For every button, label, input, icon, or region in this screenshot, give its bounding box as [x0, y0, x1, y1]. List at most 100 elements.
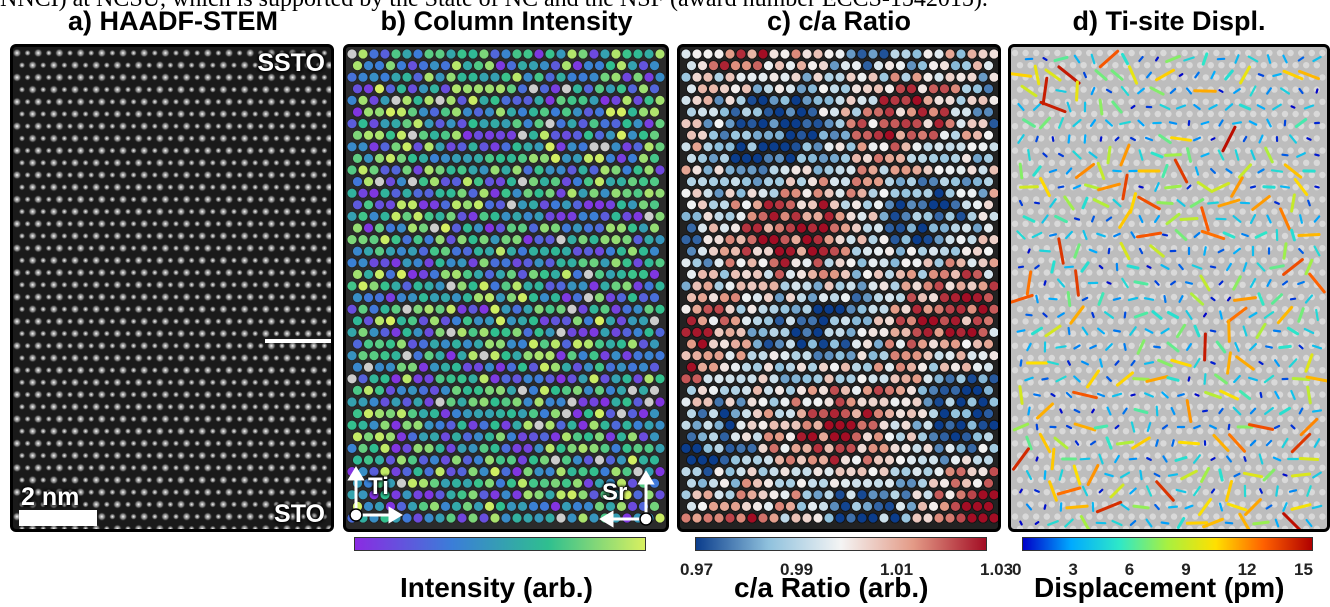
- atom-column: [118, 170, 128, 180]
- atom-column: [572, 408, 583, 420]
- displacement-vector: [1200, 467, 1210, 483]
- atom-column: [719, 500, 730, 512]
- atom-column: [950, 477, 961, 489]
- atom-column: [730, 245, 741, 257]
- atom-column: [28, 451, 38, 461]
- atom-column: [418, 60, 429, 72]
- atom-column: [484, 129, 495, 141]
- atom-column: [176, 451, 186, 461]
- atom-column: [139, 170, 149, 180]
- atom-column: [203, 512, 213, 522]
- atom-column: [385, 454, 396, 466]
- atom-column: [473, 83, 484, 95]
- atom-column: [928, 408, 939, 420]
- atom-column: [801, 234, 813, 246]
- displacement-vector: [1168, 505, 1178, 509]
- panel-b-title: b) Column Intensity: [380, 6, 633, 36]
- atom-column: [539, 361, 550, 373]
- atom-column: [489, 164, 501, 176]
- atom-column: [390, 71, 402, 83]
- atom-column: [182, 48, 192, 58]
- atom-column: [862, 176, 873, 188]
- atom-column: [801, 95, 813, 106]
- atom-column: [746, 350, 758, 362]
- atom-column: [321, 391, 328, 398]
- atom-column: [484, 268, 495, 280]
- atom-column: [33, 219, 43, 229]
- atom-column: [423, 350, 435, 362]
- atom-column: [917, 83, 928, 95]
- atom-column: [240, 231, 250, 241]
- atom-column: [412, 257, 424, 269]
- atom-column: [757, 442, 769, 454]
- atom-column: [988, 303, 998, 315]
- atom-column: [933, 512, 945, 524]
- atom-column: [977, 234, 989, 246]
- atom-column: [594, 408, 605, 420]
- atom-column: [33, 292, 43, 302]
- atom-column: [407, 292, 418, 304]
- atom-column: [686, 477, 697, 489]
- displacement-vector: [1298, 344, 1304, 350]
- atom-column: [18, 476, 26, 484]
- atom-column: [500, 95, 512, 106]
- displacement-vector: [1039, 249, 1051, 253]
- atom-column: [224, 316, 234, 326]
- displacement-vector: [1074, 269, 1080, 297]
- atom-column: [906, 315, 917, 327]
- atom-column: [54, 316, 64, 326]
- atom-column: [61, 305, 68, 313]
- atom-column: [18, 232, 26, 240]
- atom-column: [467, 280, 479, 292]
- displacement-vector: [1094, 69, 1108, 81]
- atom-column: [610, 466, 622, 478]
- atom-column: [282, 109, 292, 119]
- atom-column: [434, 71, 446, 83]
- atom-column: [167, 135, 174, 142]
- atom-column: [76, 146, 86, 156]
- atom-column: [49, 109, 59, 119]
- atom-column: [528, 60, 539, 72]
- atom-column: [109, 98, 116, 106]
- atom-column: [218, 207, 228, 217]
- atom-column: [489, 326, 501, 338]
- atom-column: [82, 379, 89, 386]
- atom-column: [779, 48, 791, 60]
- atom-column: [917, 268, 928, 280]
- atom-column: [550, 245, 561, 257]
- atom-column: [972, 106, 983, 118]
- atom-column: [109, 391, 116, 398]
- atom-column: [451, 315, 462, 327]
- atom-column: [944, 326, 956, 338]
- atom-column: [752, 431, 763, 443]
- atom-column: [379, 303, 391, 315]
- atom-column: [911, 48, 923, 60]
- atom-column: [796, 245, 807, 257]
- atom-column: [746, 234, 758, 246]
- atom-column: [45, 488, 53, 496]
- displacement-vector: [1272, 103, 1282, 111]
- displacement-vector: [1203, 246, 1207, 256]
- atom-column: [429, 454, 440, 466]
- atom-column: [528, 129, 539, 141]
- atom-column: [87, 464, 95, 472]
- atom-column: [972, 129, 983, 141]
- atom-column: [145, 501, 153, 508]
- atom-column: [188, 135, 196, 142]
- atom-column: [218, 426, 228, 436]
- panel-b-intensity-map: Ti Sr: [343, 44, 669, 532]
- atom-column: [24, 269, 31, 276]
- atom-column: [697, 338, 708, 350]
- atom-column: [236, 342, 244, 350]
- atom-column: [451, 60, 462, 72]
- atom-column: [87, 366, 95, 374]
- atom-column: [649, 454, 660, 466]
- atom-column: [266, 121, 276, 131]
- atom-column: [309, 219, 319, 229]
- atom-column: [176, 60, 186, 70]
- atom-column: [412, 48, 424, 60]
- atom-column: [363, 431, 374, 443]
- atom-column: [730, 153, 741, 164]
- atom-column: [315, 330, 323, 337]
- atom-column: [294, 281, 301, 289]
